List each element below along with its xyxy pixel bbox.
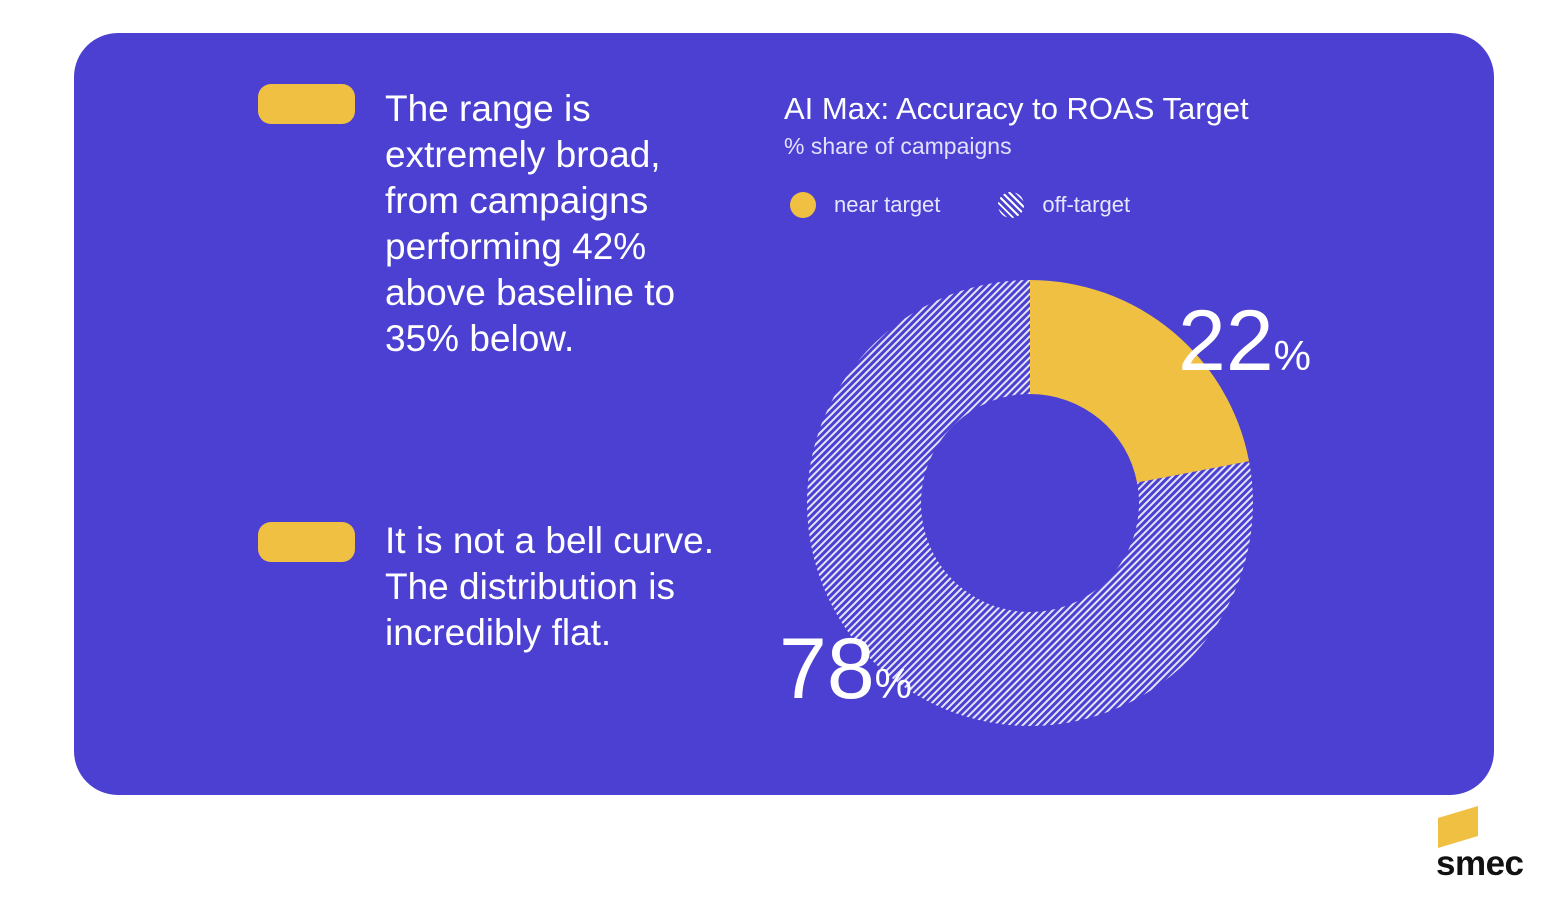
bullet-2-tail: The distribution is incredibly flat. <box>385 566 675 653</box>
logo-wordmark: smec <box>1436 844 1524 883</box>
bullet-marker-2 <box>258 522 355 562</box>
bullet-2-bold: It is not a bell curve. <box>385 520 715 561</box>
data-label-off-target-unit: % <box>874 660 913 707</box>
bullet-1-bold: 42% above baseline to 35% below. <box>385 226 676 359</box>
chart-legend: near target off-target <box>790 192 1188 218</box>
data-label-near-target-value: 22 <box>1178 293 1274 389</box>
legend-item-near-target: near target <box>790 192 940 218</box>
bullet-text-1: The range is extremely broad, from campa… <box>385 86 715 362</box>
data-label-near-target-unit: % <box>1273 332 1312 379</box>
legend-label-near-target: near target <box>834 192 941 217</box>
donut-slice-off-target <box>807 280 1253 726</box>
bullet-marker-1 <box>258 84 355 124</box>
bullet-1-plain: The range is extremely broad, from campa… <box>385 88 661 267</box>
logo-flag-icon <box>1438 806 1478 848</box>
legend-item-off-target: off-target <box>998 192 1130 218</box>
legend-swatch-near-target <box>790 192 816 218</box>
legend-label-off-target: off-target <box>1042 192 1131 217</box>
data-label-off-target: 78% <box>779 620 912 719</box>
chart-subtitle: % share of campaigns <box>784 133 1012 159</box>
content-card <box>74 33 1494 795</box>
donut-slice-near-target <box>1030 280 1250 483</box>
chart-title: AI Max: Accuracy to ROAS Target <box>784 91 1249 126</box>
bullet-text-2: It is not a bell curve. The distribution… <box>385 518 715 656</box>
legend-swatch-off-target <box>998 192 1025 218</box>
data-label-near-target: 22% <box>1178 292 1311 391</box>
data-label-off-target-value: 78 <box>779 621 875 717</box>
